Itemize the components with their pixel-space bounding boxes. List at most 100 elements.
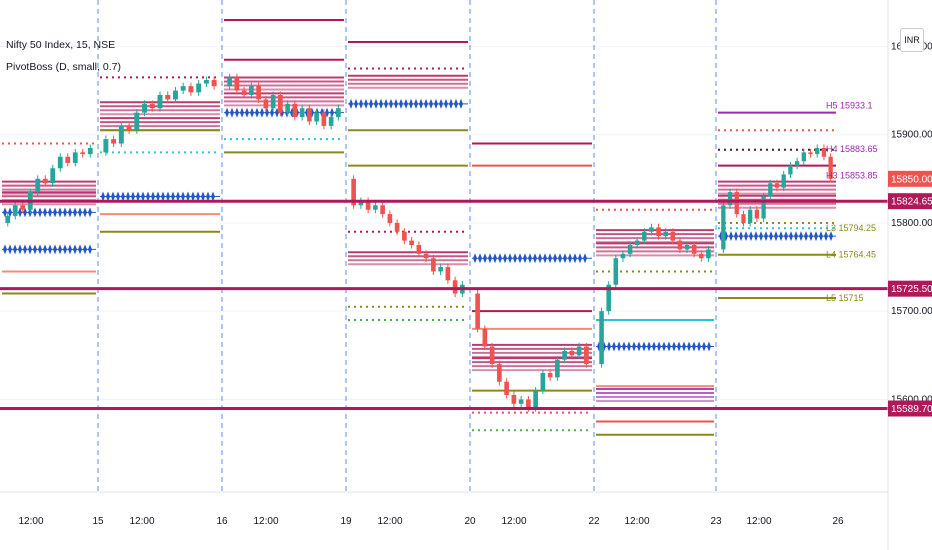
- candle-body[interactable]: [351, 178, 356, 206]
- candle-body[interactable]: [518, 399, 524, 404]
- candle-body[interactable]: [504, 381, 509, 395]
- candle-body[interactable]: [663, 231, 668, 237]
- candle-body[interactable]: [423, 253, 429, 259]
- candle-body[interactable]: [627, 245, 633, 254]
- candle-body[interactable]: [249, 86, 254, 95]
- symbol-legend[interactable]: Nifty 50 Index, 15, NSE: [6, 39, 116, 51]
- candle-body[interactable]: [815, 147, 820, 155]
- candle-body[interactable]: [211, 80, 217, 87]
- candle-body[interactable]: [285, 103, 290, 113]
- candle-body[interactable]: [540, 372, 546, 391]
- candle-body[interactable]: [656, 227, 661, 237]
- candle-body[interactable]: [157, 95, 163, 109]
- candle-body[interactable]: [65, 156, 71, 163]
- candle-body[interactable]: [12, 205, 18, 216]
- candle-body[interactable]: [134, 112, 140, 131]
- candle-body[interactable]: [445, 267, 451, 281]
- candle-body[interactable]: [497, 364, 502, 382]
- candle-body[interactable]: [808, 152, 813, 155]
- price-tag[interactable]: [888, 400, 932, 417]
- candle-body[interactable]: [828, 156, 833, 179]
- candle-body[interactable]: [20, 205, 26, 210]
- candle-body[interactable]: [57, 156, 63, 169]
- candle-body[interactable]: [5, 215, 11, 223]
- candle-body[interactable]: [241, 90, 247, 95]
- candle-body[interactable]: [599, 311, 604, 365]
- candle-body[interactable]: [613, 258, 619, 285]
- candle-body[interactable]: [634, 240, 640, 245]
- candle-body[interactable]: [50, 168, 56, 184]
- candle-body[interactable]: [754, 209, 760, 219]
- candle-body[interactable]: [547, 372, 553, 378]
- candle-body[interactable]: [788, 165, 793, 175]
- candle-body[interactable]: [314, 112, 319, 122]
- candle-body[interactable]: [292, 103, 298, 118]
- candle-body[interactable]: [263, 99, 269, 109]
- candle-body[interactable]: [801, 152, 806, 162]
- candle-body[interactable]: [475, 293, 480, 329]
- candle-body[interactable]: [278, 95, 283, 113]
- candle-body[interactable]: [562, 350, 567, 360]
- candle-body[interactable]: [373, 205, 378, 210]
- candle-body[interactable]: [526, 399, 531, 409]
- candle-body[interactable]: [203, 80, 209, 84]
- candle-body[interactable]: [180, 86, 186, 91]
- candle-body[interactable]: [307, 108, 312, 122]
- candle-body[interactable]: [336, 108, 341, 118]
- candle-body[interactable]: [394, 222, 400, 232]
- candle-body[interactable]: [620, 253, 626, 259]
- candle-body[interactable]: [188, 86, 194, 93]
- candle-body[interactable]: [80, 152, 86, 155]
- candle-body[interactable]: [482, 328, 488, 347]
- candle-body[interactable]: [489, 346, 495, 365]
- candle-body[interactable]: [72, 152, 78, 163]
- candle-body[interactable]: [402, 231, 407, 241]
- candle-body[interactable]: [196, 83, 202, 93]
- candle-body[interactable]: [149, 103, 155, 109]
- candle-body[interactable]: [511, 395, 517, 404]
- candle-body[interactable]: [781, 174, 786, 188]
- candle-body[interactable]: [699, 253, 704, 259]
- candle-body[interactable]: [721, 205, 726, 250]
- candle-body[interactable]: [727, 192, 733, 206]
- candle-body[interactable]: [328, 117, 334, 126]
- candle-body[interactable]: [706, 249, 711, 259]
- candle-body[interactable]: [142, 103, 148, 113]
- candle-body[interactable]: [118, 125, 124, 144]
- candle-body[interactable]: [741, 214, 746, 223]
- price-tag[interactable]: [888, 280, 932, 297]
- candle-body[interactable]: [256, 86, 261, 100]
- candle-body[interactable]: [387, 214, 393, 223]
- candle-body[interactable]: [380, 205, 385, 215]
- candle-body[interactable]: [555, 359, 560, 378]
- candle-body[interactable]: [761, 196, 766, 219]
- candle-body[interactable]: [533, 390, 538, 409]
- candle-body[interactable]: [234, 77, 240, 91]
- candle-body[interactable]: [172, 90, 178, 100]
- indicator-legend[interactable]: PivotBoss (D, small, 0.7): [6, 61, 121, 73]
- candle-body[interactable]: [358, 200, 364, 206]
- candle-body[interactable]: [165, 95, 171, 100]
- candle-body[interactable]: [35, 178, 41, 193]
- candle-body[interactable]: [409, 240, 414, 245]
- candle-body[interactable]: [768, 183, 773, 197]
- candle-body[interactable]: [42, 178, 48, 184]
- candle-body[interactable]: [270, 95, 276, 109]
- candle-body[interactable]: [416, 245, 422, 254]
- candle-body[interactable]: [576, 346, 582, 356]
- price-tag[interactable]: [888, 193, 932, 210]
- candle-body[interactable]: [111, 139, 117, 144]
- candle-body[interactable]: [774, 183, 780, 188]
- candle-body[interactable]: [691, 245, 697, 254]
- price-tag[interactable]: [888, 170, 932, 187]
- candle-body[interactable]: [321, 112, 327, 126]
- candle-body[interactable]: [103, 139, 109, 153]
- candle-body[interactable]: [87, 147, 93, 155]
- candle-body[interactable]: [677, 240, 683, 250]
- currency-badge[interactable]: INR: [900, 28, 924, 52]
- candle-body[interactable]: [794, 161, 800, 166]
- candle-body[interactable]: [584, 346, 589, 365]
- candle-body[interactable]: [431, 258, 436, 272]
